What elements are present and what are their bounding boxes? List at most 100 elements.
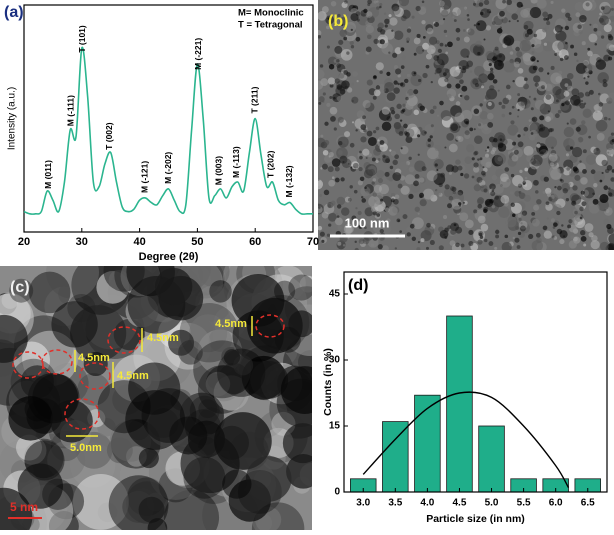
texture — [418, 176, 426, 184]
texture — [579, 102, 586, 109]
texture — [429, 223, 436, 230]
texture — [526, 154, 535, 163]
texture — [571, 200, 577, 206]
texture — [436, 53, 449, 66]
texture — [354, 240, 357, 244]
texture — [444, 187, 454, 198]
texture — [28, 271, 71, 314]
texture — [555, 30, 567, 42]
texture — [384, 18, 390, 25]
texture — [529, 158, 537, 165]
texture — [379, 3, 383, 7]
texture — [544, 83, 553, 92]
size-label: 4.5nm — [117, 370, 149, 382]
texture — [413, 180, 419, 187]
texture — [516, 51, 523, 58]
texture — [552, 86, 562, 96]
texture — [559, 57, 564, 62]
texture — [448, 171, 453, 175]
texture — [352, 121, 355, 124]
texture — [333, 127, 337, 131]
texture — [495, 168, 505, 178]
texture — [598, 75, 601, 78]
texture — [318, 206, 321, 209]
peak-label: M (-111) — [66, 95, 76, 126]
texture — [422, 72, 428, 79]
texture — [519, 169, 523, 174]
texture — [413, 72, 417, 75]
texture — [460, 68, 467, 74]
texture — [344, 196, 351, 203]
texture — [487, 73, 495, 81]
texture — [373, 89, 381, 97]
texture — [400, 147, 403, 150]
texture — [330, 1, 337, 7]
texture — [512, 213, 516, 217]
texture — [473, 209, 478, 214]
texture — [392, 52, 398, 58]
texture — [425, 139, 434, 148]
texture — [501, 241, 512, 250]
texture — [397, 183, 403, 189]
texture — [580, 190, 585, 195]
texture — [382, 245, 389, 250]
texture — [195, 285, 232, 322]
texture — [509, 51, 514, 55]
texture — [405, 101, 414, 110]
hrtem-image — [0, 266, 312, 530]
texture — [451, 198, 463, 210]
texture — [429, 135, 433, 139]
texture — [556, 210, 561, 216]
texture — [371, 181, 375, 185]
texture — [576, 59, 579, 62]
texture — [463, 173, 470, 179]
texture — [557, 185, 562, 191]
texture — [505, 94, 512, 101]
x-tick-label: 3.0 — [356, 498, 370, 509]
texture — [542, 225, 548, 231]
texture — [395, 68, 402, 75]
texture — [331, 176, 335, 180]
texture — [478, 2, 484, 7]
texture — [610, 7, 614, 11]
texture — [400, 109, 405, 114]
texture — [593, 27, 598, 32]
texture — [580, 177, 588, 185]
texture — [568, 240, 577, 249]
texture — [562, 188, 568, 194]
y-tick-label: 30 — [329, 355, 341, 366]
panel-label: (b) — [328, 13, 348, 30]
texture — [531, 58, 535, 62]
texture — [414, 174, 420, 179]
texture — [582, 0, 593, 11]
texture — [399, 119, 403, 122]
texture — [533, 147, 537, 151]
texture — [593, 171, 605, 183]
texture — [449, 240, 456, 246]
texture — [400, 82, 406, 88]
texture — [367, 136, 377, 146]
texture — [570, 44, 574, 49]
texture — [436, 155, 439, 159]
texture — [329, 83, 334, 88]
texture — [418, 177, 425, 183]
texture — [384, 207, 390, 213]
texture — [513, 61, 520, 68]
texture — [383, 12, 387, 15]
texture — [336, 204, 342, 209]
texture — [433, 54, 440, 61]
texture — [477, 122, 484, 129]
texture — [222, 469, 252, 499]
texture — [446, 132, 455, 141]
texture — [462, 201, 465, 204]
texture — [520, 4, 524, 8]
texture — [590, 169, 596, 175]
texture — [346, 72, 351, 77]
texture — [396, 218, 401, 223]
texture — [600, 6, 605, 11]
texture — [390, 193, 396, 198]
texture — [609, 139, 614, 145]
texture — [386, 218, 391, 223]
texture — [583, 59, 589, 66]
peak-label: M (-221) — [193, 38, 203, 70]
